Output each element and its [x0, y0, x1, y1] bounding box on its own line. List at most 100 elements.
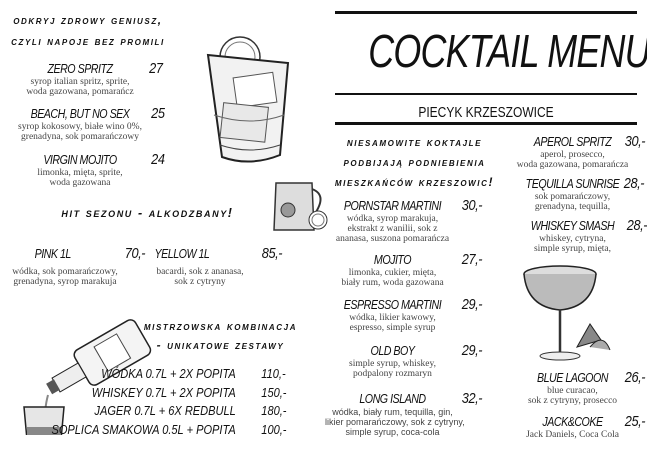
item-name: TEQUILLA SUNRISE [525, 176, 620, 191]
pouring-bottle-illustration [23, 319, 152, 435]
item-desc: ananasa, suszona pomarańcza [335, 234, 450, 244]
item-price: 29,- [461, 296, 483, 313]
item-name: PINK 1L [34, 246, 72, 261]
item-desc: blue curacao, [547, 386, 598, 396]
item-price: 27,- [461, 251, 483, 268]
item-desc: likier pomarańczowy, sok z cytryny, [325, 417, 465, 427]
combo-row: JAGER 0.7L + 6X REDBULL 180,- [94, 403, 297, 422]
item-price: 27 [149, 60, 163, 77]
combo-price: 100,- [261, 422, 287, 437]
item-desc: aperol, prosecco, [540, 150, 605, 160]
item-price: 85,- [261, 245, 283, 262]
heading-line: podbijają podniebienia [343, 155, 486, 169]
item-desc: syrop italian spritz, sprite, [30, 77, 130, 87]
item-price: 29,- [461, 342, 483, 359]
item-desc: grenadyna, syrop marakuja [13, 277, 117, 287]
menu-item: VIRGIN MOJITO 24 limonka, mięta, sprite,… [10, 152, 165, 189]
item-price: 24 [151, 151, 165, 168]
season-heading: Hit sezonu - alkodzbany! [61, 206, 234, 220]
combo-price: 180,- [261, 403, 287, 418]
heading-line: Mistrzowska kombinacja [143, 319, 298, 333]
combo-price: 110,- [261, 366, 286, 381]
nonalcoholic-heading: Odkryj zdrowy geniusz, czyli napoje bez … [8, 10, 168, 52]
item-desc: simple syrup, mięta, [533, 244, 612, 254]
menu-item: WHISKEY SMASH 28,- whiskey, cytryna, sim… [505, 218, 647, 255]
menu-item: MOJITO 27,- limonka, cukier, mięta, biał… [325, 252, 482, 289]
cocktails-heading: Niesamowite koktajle podbijają podniebie… [332, 132, 497, 192]
menu-item: OLD BOY 29,- simple syrup, whiskey, podp… [325, 343, 482, 380]
combo-row: WHISKEY 0.7L + 2X POPITA 150,- [92, 385, 297, 404]
menu-item: LONG ISLAND 32,- wódka, biały rum, tequi… [325, 391, 482, 438]
combo-price: 150,- [261, 385, 287, 400]
combo-name: JAGER 0.7L + 6X REDBULL [94, 403, 236, 418]
item-desc: simple syrup, coca-cola [345, 427, 440, 437]
whiskey-glass-illustration [206, 36, 290, 163]
item-desc: ekstrakt z wanilii, sok z [347, 224, 438, 234]
item-desc: simple syrup, whiskey, [349, 359, 436, 369]
item-name: ESPRESSO MARTINI [343, 297, 442, 312]
cocktail-coupe-illustration [523, 265, 611, 361]
item-desc: grenadyna, tequilla, [534, 202, 611, 212]
item-name: LONG ISLAND [359, 391, 426, 406]
item-name: JACK&COKE [542, 414, 603, 429]
item-name: BLUE LAGOON [536, 370, 609, 385]
menu-item: BLUE LAGOON 26,- blue curacao, sok z cyt… [505, 370, 646, 407]
heading-line: Niesamowite koktajle [346, 135, 483, 149]
menu-item: APEROL SPRITZ 30,- aperol, prosecco, wod… [505, 134, 646, 171]
heading-line: - unikatowe zestawy [156, 338, 285, 352]
menu-item: ZERO SPRITZ 27 syrop italian spritz, spr… [10, 61, 163, 98]
item-price: 30,- [461, 197, 483, 214]
item-price: 70,- [124, 245, 146, 262]
item-price: 28,- [626, 217, 647, 234]
menu-item: JACK&COKE 25,- Jack Daniels, Coca Cola [505, 414, 645, 441]
pitcher-illustration [273, 182, 328, 231]
item-name: MOJITO [373, 252, 412, 267]
item-name: PORNSTAR MARTINI [343, 198, 442, 213]
item-price: 30,- [624, 133, 646, 150]
menu-item: PINK 1L 70,- wódka, sok pomarańczowy, gr… [0, 246, 145, 288]
heading-line: mieszkańców Krzeszowic! [334, 175, 495, 189]
item-name: WHISKEY SMASH [530, 218, 615, 233]
item-desc: podpalony rozmaryn [353, 369, 432, 379]
menu-item: ESPRESSO MARTINI 29,- wódka, likier kawo… [325, 297, 483, 334]
item-name: APEROL SPRITZ [533, 134, 612, 149]
menu-title: COCKTAIL MENU [368, 25, 647, 77]
item-desc: woda gazowana [49, 178, 111, 188]
menu-item: TEQUILLA SUNRISE 28,- sok pomarańczowy, … [505, 176, 645, 213]
combos-heading: Mistrzowska kombinacja - unikatowe zesta… [133, 317, 308, 355]
item-desc: syrop kokosowy, białe wino 0%, [18, 122, 142, 132]
divider [335, 93, 637, 95]
item-desc: wódka, syrop marakuja, [346, 214, 439, 224]
combo-row: SOPLICA SMAKOWA 0.5L + POPITA 100,- [51, 422, 297, 441]
item-desc: woda gazowana, pomarańcza [516, 160, 629, 170]
item-name: ZERO SPRITZ [47, 61, 113, 76]
item-price: 25 [151, 105, 165, 122]
item-desc: limonka, cukier, mięta, [348, 268, 437, 278]
divider [335, 122, 637, 125]
combo-name: WÓDKA 0.7L + 2X POPITA [101, 366, 236, 381]
item-name: OLD BOY [370, 343, 415, 358]
item-desc: sok pomarańczowy, [534, 192, 611, 202]
item-price: 26,- [624, 369, 646, 386]
item-desc: sok z cytryny, prosecco [527, 396, 618, 406]
menu-item: YELLOW 1L 85,- bacardi, sok z ananasa, s… [145, 246, 283, 288]
heading-line: czyli napoje bez promili [11, 34, 165, 48]
item-desc: biały rum, woda gazowana [341, 278, 444, 288]
item-price: 25,- [624, 413, 646, 430]
item-name: BEACH, BUT NO SEX [30, 106, 130, 121]
item-price: 28,- [623, 175, 645, 192]
menu-item: BEACH, BUT NO SEX 25 syrop kokosowy, bia… [10, 106, 165, 143]
heading-line: Odkryj zdrowy geniusz, [13, 13, 163, 27]
item-desc: wódka, sok pomarańczowy, [12, 267, 118, 277]
menu-item: PORNSTAR MARTINI 30,- wódka, syrop marak… [325, 198, 483, 245]
item-desc: bacardi, sok z ananasa, [156, 267, 244, 277]
venue-name: PIECYK KRZESZOWICE [418, 104, 554, 121]
combo-row: WÓDKA 0.7L + 2X POPITA 110,- [101, 366, 297, 385]
divider [335, 11, 637, 14]
item-desc: wódka, likier kawowy, [349, 313, 436, 323]
item-desc: sok z cytryny [174, 277, 226, 287]
item-desc: Jack Daniels, Coca Cola [526, 430, 619, 440]
item-desc: whiskey, cytryna, [539, 234, 606, 244]
item-desc: wódka, biały rum, tequilla, gin, [332, 407, 453, 417]
item-desc: espresso, simple syrup [349, 323, 436, 333]
